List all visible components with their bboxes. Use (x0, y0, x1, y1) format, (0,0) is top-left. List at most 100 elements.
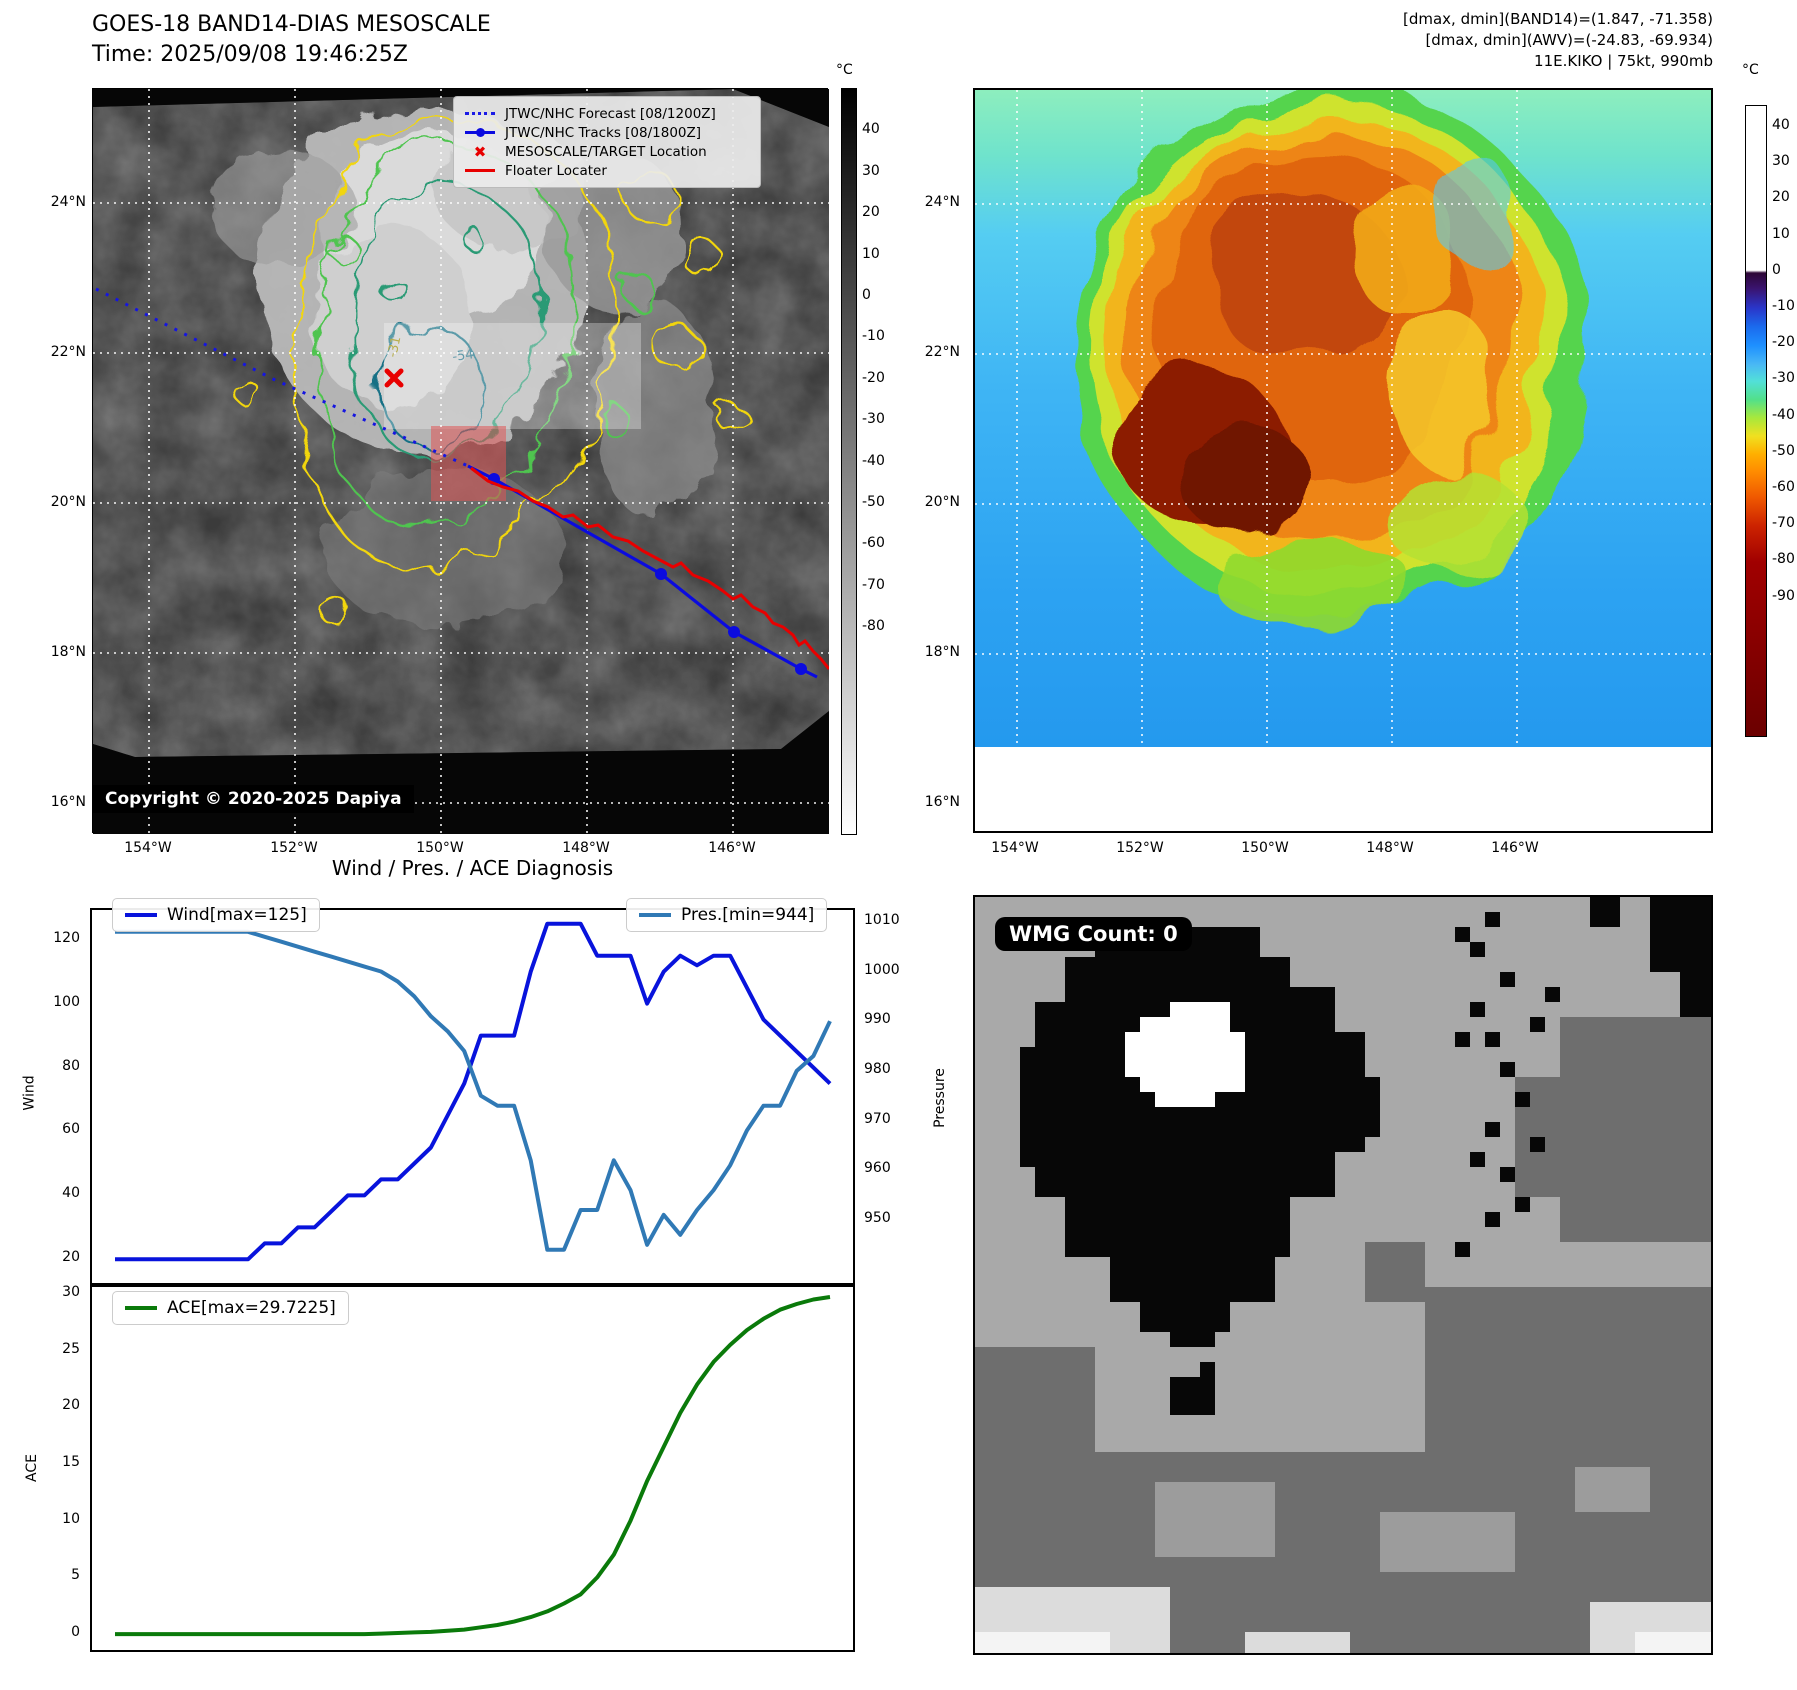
pressure-axis-label: Pressure (931, 1068, 948, 1128)
tick-label: 15 (62, 1453, 80, 1470)
satellite-swath: -31 -54 (93, 89, 829, 757)
tick-label: 20 (62, 1249, 80, 1266)
awv-satellite-image (975, 90, 1711, 831)
lon-tick-label: 152°W (270, 840, 318, 856)
band14-colorbar-ticks: 40 30 20 10 0 -10 -20 -30 -40 -50 -60 -70 -80 (862, 88, 912, 833)
legend-item: Floater Locater (463, 161, 751, 180)
lat-tick-label: 20°N (924, 494, 960, 510)
ace-line-sample (125, 1306, 157, 1310)
tick-label: -60 (862, 535, 885, 552)
tick-label: 950 (864, 1209, 891, 1226)
storm-cloud-shield (1072, 90, 1588, 630)
stats-band14: [dmax, dmin](BAND14)=(1.847, -71.358) (1402, 10, 1713, 28)
data-line (115, 921, 832, 1262)
pres-legend-label: Pres.[min=944] (681, 905, 815, 925)
chart-title: Wind / Pres. / ACE Diagnosis (331, 856, 614, 880)
lon-tick-label: 152°W (1116, 840, 1164, 856)
band14-satellite-image: -31 -54 (93, 89, 829, 834)
legend-item-label: JTWC/NHC Forecast [08/1200Z] (505, 105, 716, 122)
tick-label: 40 (862, 121, 880, 138)
storm-id: 11E.KIKO | 75kt, 990mb (1534, 52, 1713, 70)
tick-label: -20 (1772, 334, 1795, 351)
lat-tick-label: 22°N (50, 344, 86, 360)
ace-chart: ACE[max=29.7225] (90, 1285, 855, 1652)
lon-tick-label: 148°W (1366, 840, 1414, 856)
solid-red-icon (463, 169, 497, 172)
tick-label: 100 (53, 993, 80, 1010)
map-legend: JTWC/NHC Forecast [08/1200Z] JTWC/NHC Tra… (453, 96, 761, 188)
band14-lon-labels: 154°W 152°W 150°W 148°W 146°W (92, 840, 828, 860)
forecast-track-line (95, 287, 469, 468)
wmg-mask-image (975, 897, 1711, 1653)
awv-colorbar (1745, 105, 1767, 737)
band14-lat-labels: 24°N 22°N 20°N 18°N 16°N (40, 88, 86, 833)
tick-label: 60 (62, 1121, 80, 1138)
lon-tick-label: 146°W (1491, 840, 1539, 856)
red-x-icon: ✖ (473, 142, 487, 161)
ace-axis-ticks: 30 25 20 15 10 5 0 (30, 1284, 80, 1652)
colorbar-unit: °C (1742, 62, 1759, 78)
tick-label: 120 (53, 929, 80, 946)
tick-label: 30 (1772, 153, 1790, 170)
wind-legend: Wind[max=125] (112, 898, 320, 932)
mesoscale-domain-box (384, 323, 641, 429)
tick-label: 5 (71, 1567, 80, 1584)
lon-tick-label: 154°W (991, 840, 1039, 856)
awv-map-panel (973, 88, 1713, 833)
wind-legend-label: Wind[max=125] (167, 905, 307, 925)
tick-label: 1010 (864, 911, 900, 928)
tick-label: -40 (862, 452, 885, 469)
wmg-panel: WMG Count: 0 (973, 895, 1713, 1655)
ace-axis-label: ACE (23, 1454, 40, 1482)
lat-tick-label: 24°N (50, 194, 86, 210)
pres-line-sample (639, 913, 671, 917)
lat-tick-label: 16°N (924, 794, 960, 810)
copyright-label: Copyright © 2020-2025 Dapiya (93, 785, 414, 813)
tick-label: 25 (62, 1340, 80, 1357)
legend-item: JTWC/NHC Tracks [08/1800Z] (463, 123, 751, 142)
tick-label: -30 (1772, 370, 1795, 387)
wmg-count-badge: WMG Count: 0 (995, 917, 1192, 951)
lat-tick-label: 24°N (924, 194, 960, 210)
tick-label: -30 (862, 411, 885, 428)
page-title: GOES-18 BAND14-DIAS MESOSCALE (92, 12, 491, 37)
contour-green (318, 142, 656, 528)
floater-track-line (470, 466, 829, 670)
tick-label: 0 (71, 1624, 80, 1641)
mid-gray-islands (1155, 1467, 1650, 1572)
eye-clear-region (1125, 1002, 1245, 1107)
lon-tick-label: 148°W (562, 840, 610, 856)
tick-label: 40 (62, 1185, 80, 1202)
brightest-strips (975, 1632, 1711, 1653)
legend-item-label: MESOSCALE/TARGET Location (505, 143, 707, 160)
legend-item: ✖ MESOSCALE/TARGET Location (463, 142, 751, 161)
tick-label: -50 (1772, 442, 1795, 459)
tick-label: -80 (1772, 551, 1795, 568)
legend-item-label: Floater Locater (505, 162, 607, 179)
tick-label: -10 (862, 328, 885, 345)
tick-label: 0 (862, 286, 871, 303)
tick-label: -90 (1772, 587, 1795, 604)
tick-label: 970 (864, 1110, 891, 1127)
lon-tick-label: 146°W (708, 840, 756, 856)
lat-tick-label: 20°N (50, 494, 86, 510)
tick-label: -50 (862, 493, 885, 510)
awv-lon-labels: 154°W 152°W 150°W 148°W 146°W (973, 840, 1713, 860)
tick-label: 20 (1772, 189, 1790, 206)
lon-tick-label: 150°W (416, 840, 464, 856)
tick-label: -70 (862, 576, 885, 593)
dotted-blue-icon (463, 112, 497, 115)
lat-tick-label: 18°N (50, 644, 86, 660)
pres-legend: Pres.[min=944] (626, 898, 828, 932)
ace-legend: ACE[max=29.7225] (112, 1291, 349, 1325)
solid-blue-marker-icon (463, 128, 497, 137)
tick-label: -60 (1772, 478, 1795, 495)
timestamp: Time: 2025/09/08 19:46:25Z (92, 42, 408, 67)
lon-tick-label: 150°W (1241, 840, 1289, 856)
tick-label: 30 (862, 162, 880, 179)
tick-label: -40 (1772, 406, 1795, 423)
tick-label: 960 (864, 1160, 891, 1177)
legend-item: JTWC/NHC Forecast [08/1200Z] (463, 104, 751, 123)
tick-label: -80 (862, 618, 885, 635)
colorbar-unit: °C (836, 62, 853, 78)
